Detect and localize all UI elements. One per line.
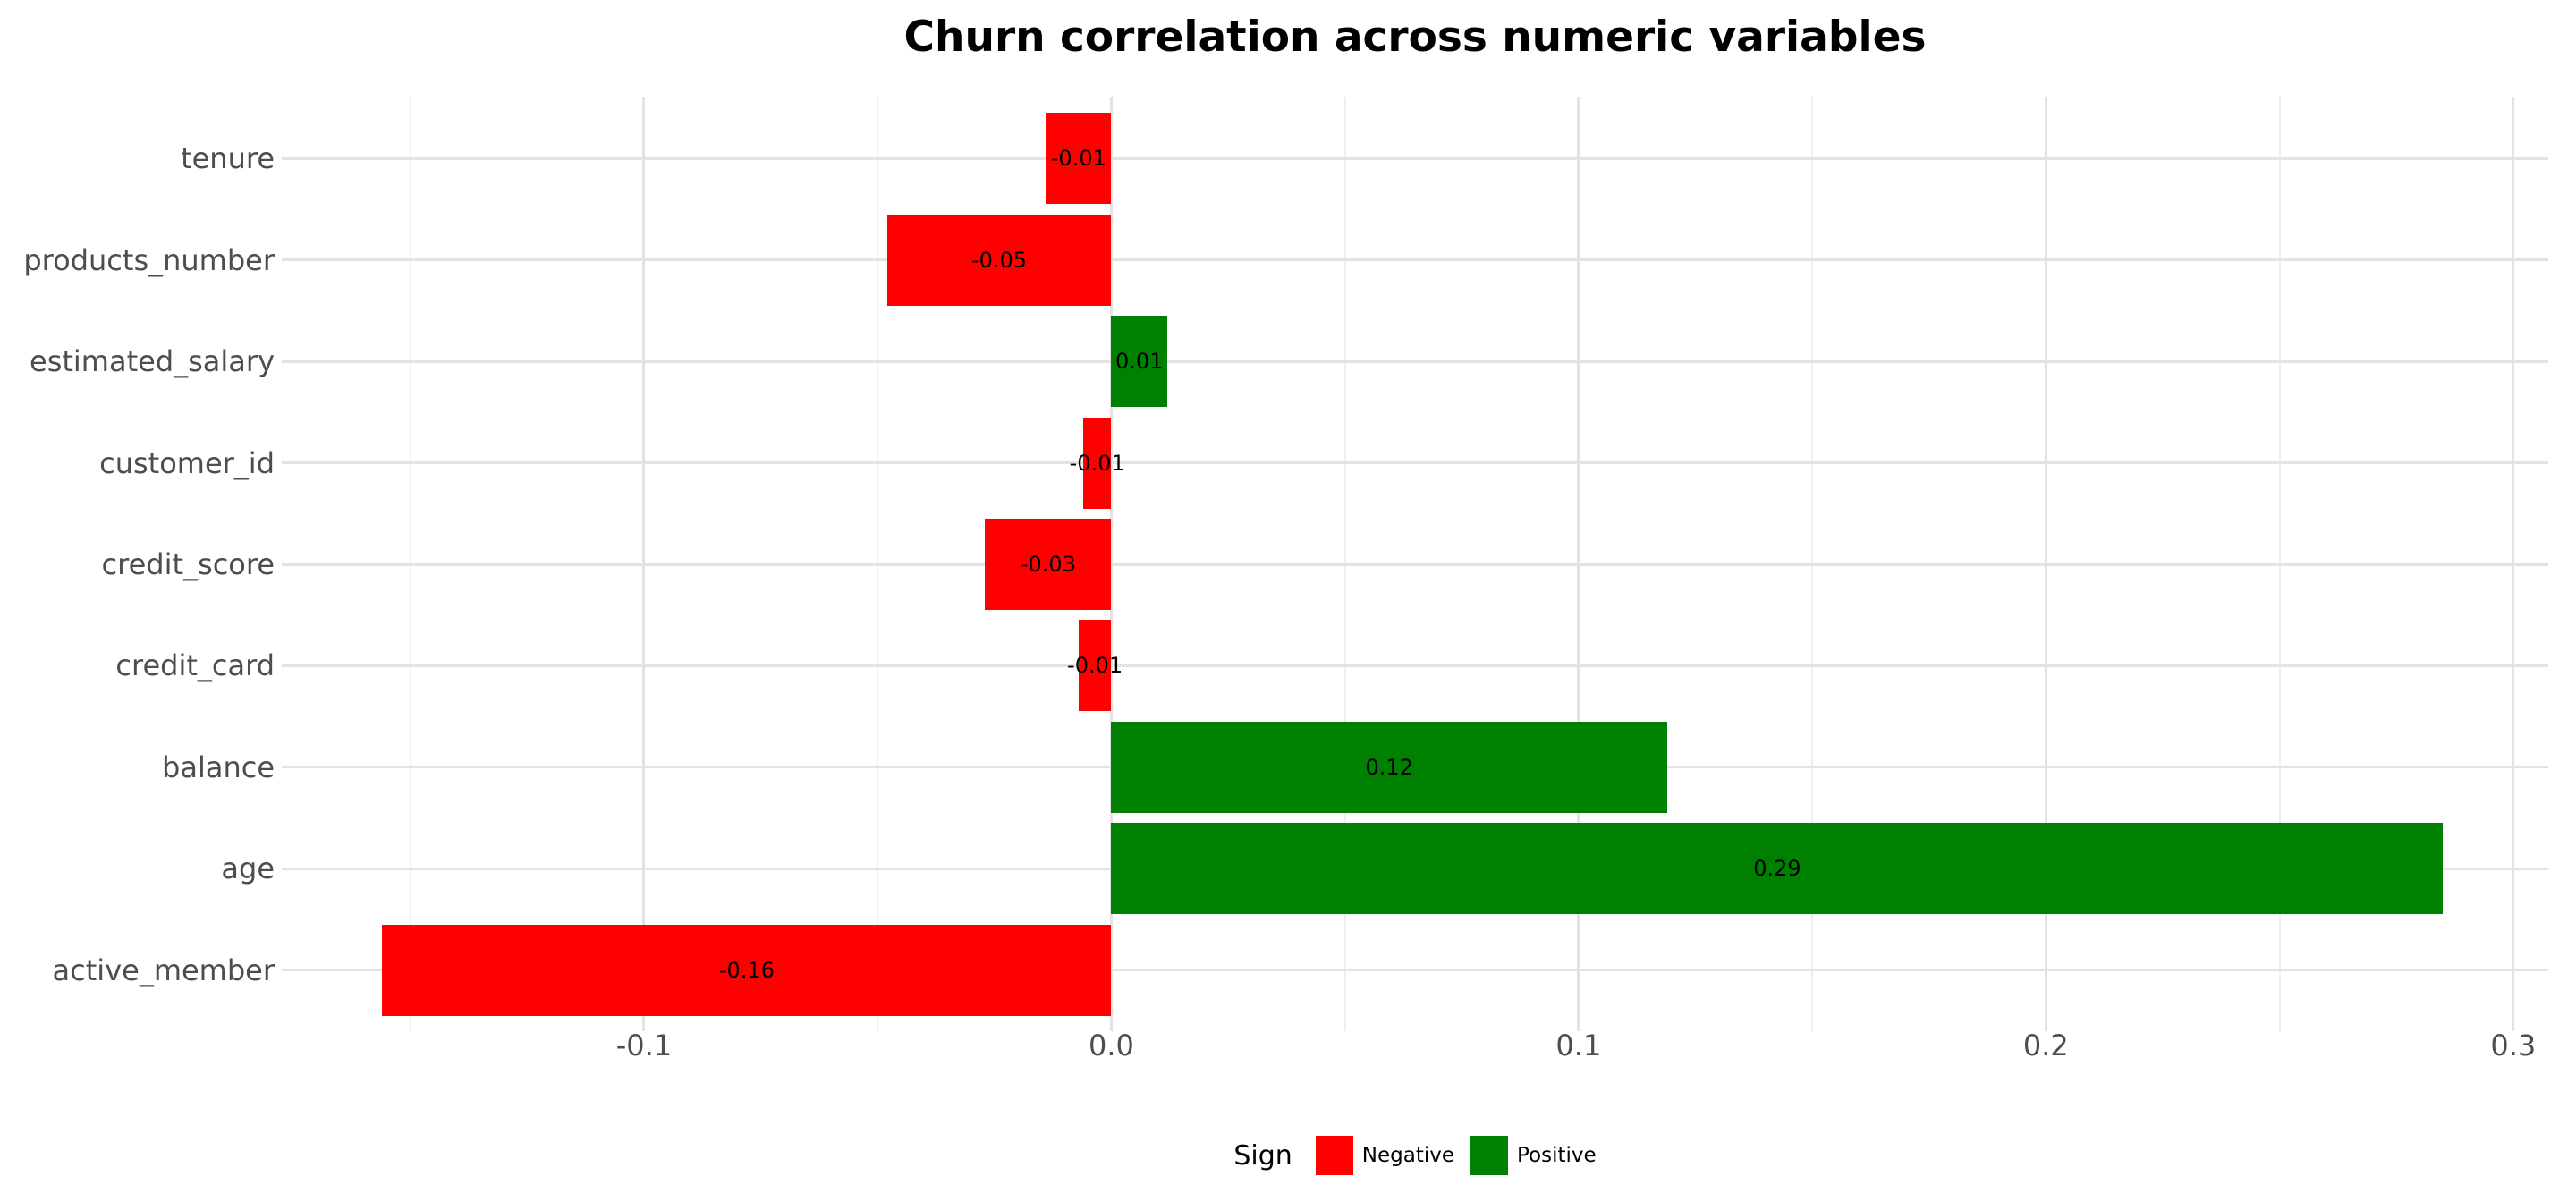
legend: Sign Negative Positive [282, 1129, 2548, 1182]
x-axis-tick-label: -0.1 [615, 1028, 673, 1062]
y-gridline-major [282, 157, 2548, 160]
chart-title: Churn correlation across numeric variabl… [903, 13, 1927, 62]
bar-products_number [886, 214, 1112, 306]
legend-entry-positive: Positive [1470, 1136, 1597, 1175]
bar-value-label: -0.03 [1020, 552, 1076, 577]
y-gridline-major [282, 969, 2548, 972]
bar-age [1111, 823, 2444, 915]
bar-value-label: 0.12 [1365, 754, 1413, 780]
legend-entry-label: Negative [1361, 1144, 1454, 1167]
bar-value-label: -0.01 [1069, 450, 1125, 476]
y-axis-label-age: age [221, 851, 275, 886]
bar-active_member [382, 924, 1112, 1016]
legend-entry-negative: Negative [1315, 1136, 1454, 1175]
bar-value-label: 0.29 [1753, 856, 1801, 882]
bar-customer_id [1083, 417, 1112, 509]
y-axis-label-credit_card: credit_card [115, 648, 275, 683]
y-gridline-major [282, 461, 2548, 465]
y-axis-label-products_number: products_number [23, 242, 275, 277]
y-axis-label-customer_id: customer_id [99, 445, 275, 480]
bar-balance [1111, 721, 1668, 813]
bar-value-label: -0.01 [1050, 146, 1106, 172]
x-axis-tick-label: 0.1 [1555, 1028, 1602, 1062]
bar-value-label: 0.01 [1115, 349, 1164, 375]
x-axis-tick-label: 0.3 [2490, 1028, 2537, 1062]
bar-credit_card [1078, 620, 1112, 712]
y-axis-label-tenure: tenure [181, 141, 275, 176]
y-gridline-major [282, 360, 2548, 363]
x-axis-tick-label: 0.2 [2022, 1028, 2069, 1062]
plot-panel: -0.01 -0.05 0.01 -0.01 -0.03 -0.01 0.12 0.29 -0.… [282, 97, 2548, 1031]
y-gridline-major [282, 664, 2548, 667]
positive-swatch [1470, 1136, 1508, 1175]
y-axis-label-active_member: active_member [52, 952, 275, 987]
legend-title: Sign [1233, 1139, 1292, 1172]
negative-swatch [1315, 1136, 1353, 1175]
bar-value-label: -0.01 [1067, 653, 1123, 679]
y-gridline-major [282, 563, 2548, 566]
bar-tenure [1046, 113, 1112, 205]
x-axis-tick-label: 0.0 [1088, 1028, 1134, 1062]
bar-value-label: -0.16 [718, 957, 775, 983]
legend-entries: Negative Positive [1315, 1136, 1597, 1175]
y-axis-label-balance: balance [162, 749, 275, 784]
y-axis-label-credit_score: credit_score [101, 547, 275, 581]
bar-credit_score [985, 519, 1112, 610]
y-gridline-major [282, 258, 2548, 262]
bar-estimated_salary [1111, 316, 1168, 408]
x-axis-labels: -0.1 0.0 0.1 0.2 0.3 [282, 1028, 2548, 1070]
legend-entry-label: Positive [1517, 1144, 1597, 1167]
y-axis-label-estimated_salary: estimated_salary [30, 344, 275, 379]
bar-value-label: -0.05 [970, 247, 1028, 273]
